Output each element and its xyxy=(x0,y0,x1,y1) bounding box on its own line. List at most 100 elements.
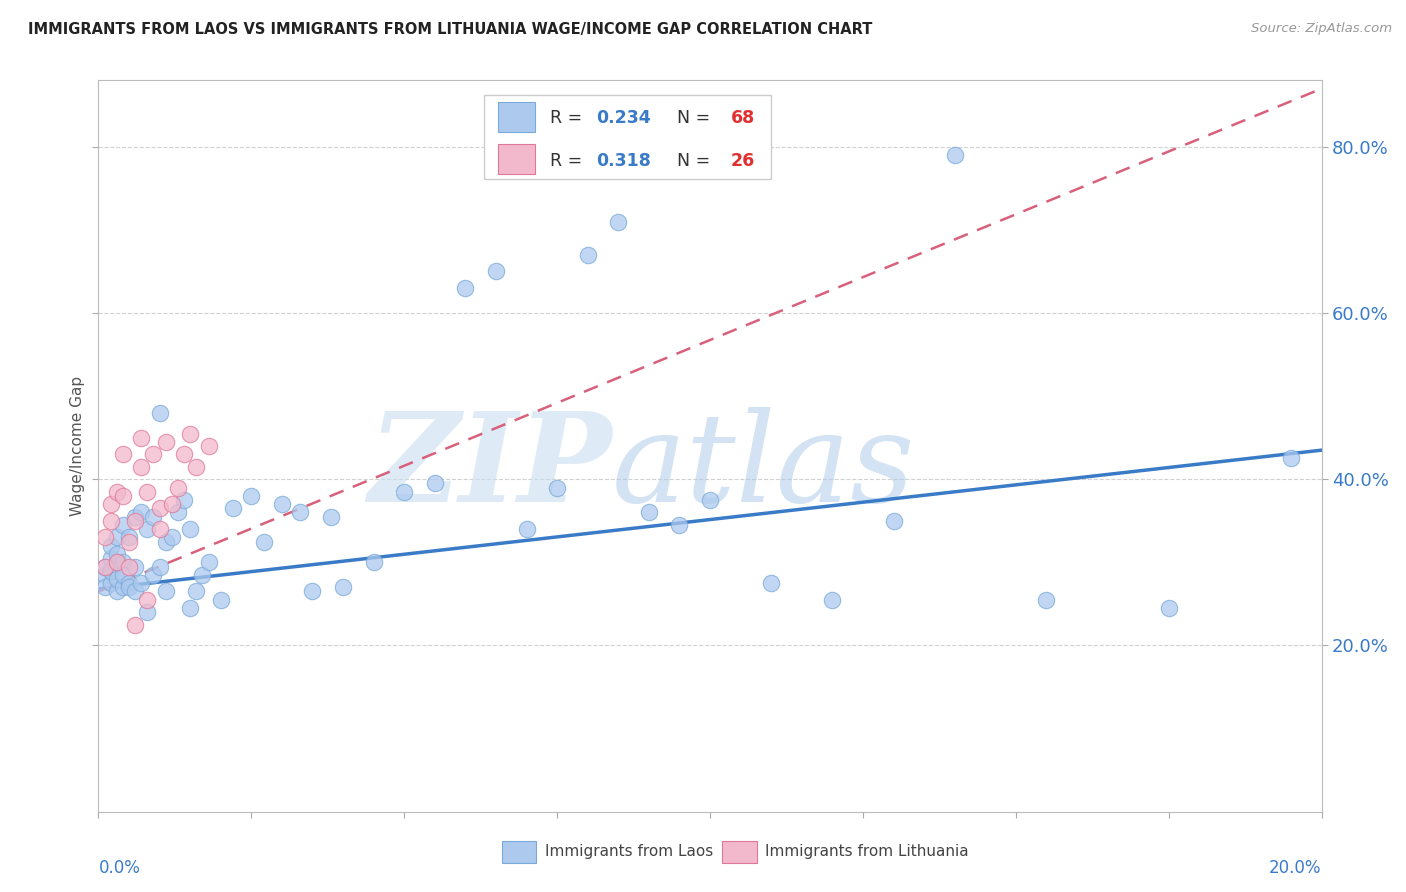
Point xyxy=(173,493,195,508)
Point xyxy=(186,584,208,599)
Point xyxy=(136,592,159,607)
Point xyxy=(240,489,263,503)
Text: 20.0%: 20.0% xyxy=(1270,859,1322,877)
FancyBboxPatch shape xyxy=(723,841,756,863)
Point xyxy=(160,497,183,511)
Point xyxy=(209,592,232,607)
Point xyxy=(105,547,128,561)
Point xyxy=(142,447,165,461)
Point xyxy=(546,481,568,495)
Point xyxy=(111,489,134,503)
Point xyxy=(129,576,152,591)
Text: IMMIGRANTS FROM LAOS VS IMMIGRANTS FROM LITHUANIA WAGE/INCOME GAP CORRELATION CH: IMMIGRANTS FROM LAOS VS IMMIGRANTS FROM … xyxy=(28,22,873,37)
Point xyxy=(290,506,312,520)
Text: 0.234: 0.234 xyxy=(596,110,651,128)
Text: ZIP: ZIP xyxy=(368,407,612,529)
Point xyxy=(167,506,190,520)
Point xyxy=(124,559,146,574)
Point xyxy=(124,514,146,528)
Point xyxy=(821,592,844,607)
Text: 0.0%: 0.0% xyxy=(98,859,141,877)
FancyBboxPatch shape xyxy=(498,145,536,174)
Point xyxy=(179,601,201,615)
Point xyxy=(301,584,323,599)
Point xyxy=(759,576,782,591)
Point xyxy=(129,506,152,520)
Point xyxy=(129,431,152,445)
Point xyxy=(124,584,146,599)
Point xyxy=(105,530,128,544)
Point xyxy=(111,567,134,582)
Point xyxy=(516,522,538,536)
Point xyxy=(167,481,190,495)
Point xyxy=(155,434,177,449)
Point xyxy=(149,559,172,574)
Point xyxy=(100,539,122,553)
Text: 68: 68 xyxy=(731,110,755,128)
Point xyxy=(124,617,146,632)
Point xyxy=(332,580,354,594)
Point xyxy=(100,497,122,511)
Point xyxy=(149,522,172,536)
Point xyxy=(100,564,122,578)
Point xyxy=(118,530,141,544)
FancyBboxPatch shape xyxy=(498,103,536,132)
Point xyxy=(173,447,195,461)
Text: N =: N = xyxy=(666,110,716,128)
Point xyxy=(576,248,599,262)
Point xyxy=(93,559,115,574)
Point xyxy=(607,214,630,228)
Point xyxy=(142,509,165,524)
Text: Immigrants from Laos: Immigrants from Laos xyxy=(546,845,713,860)
Text: N =: N = xyxy=(666,152,716,169)
Point xyxy=(270,497,292,511)
Point xyxy=(124,509,146,524)
Point xyxy=(392,484,416,499)
Point xyxy=(136,605,159,619)
Point xyxy=(105,555,128,569)
Text: R =: R = xyxy=(550,152,588,169)
Point xyxy=(883,514,905,528)
Point xyxy=(105,484,128,499)
Point xyxy=(100,514,122,528)
Point xyxy=(118,576,141,591)
Point xyxy=(118,580,141,594)
Point xyxy=(93,580,115,594)
Point xyxy=(111,580,134,594)
Point xyxy=(1279,451,1302,466)
Point xyxy=(100,551,122,566)
Point xyxy=(160,530,183,544)
Point xyxy=(155,584,177,599)
Point xyxy=(454,281,477,295)
Point xyxy=(118,559,141,574)
Text: atlas: atlas xyxy=(612,407,915,529)
Text: 0.318: 0.318 xyxy=(596,152,651,169)
Point xyxy=(191,567,214,582)
Y-axis label: Wage/Income Gap: Wage/Income Gap xyxy=(69,376,84,516)
Text: 26: 26 xyxy=(731,152,755,169)
Point xyxy=(93,559,115,574)
Point xyxy=(222,501,245,516)
Point xyxy=(93,530,115,544)
Point xyxy=(149,406,172,420)
Point xyxy=(111,447,134,461)
Point xyxy=(668,518,690,533)
Point xyxy=(136,484,159,499)
Point xyxy=(943,148,966,162)
Point xyxy=(93,567,115,582)
Point xyxy=(179,426,201,441)
Point xyxy=(1157,601,1180,615)
Text: Source: ZipAtlas.com: Source: ZipAtlas.com xyxy=(1251,22,1392,36)
Point xyxy=(186,459,208,474)
FancyBboxPatch shape xyxy=(502,841,536,863)
FancyBboxPatch shape xyxy=(484,95,772,179)
Point xyxy=(319,509,342,524)
Point xyxy=(363,555,385,569)
Point xyxy=(111,518,134,533)
Point xyxy=(699,493,721,508)
Point xyxy=(155,534,177,549)
Point xyxy=(485,264,508,278)
Point xyxy=(136,522,159,536)
Point xyxy=(197,555,219,569)
Point xyxy=(100,576,122,591)
